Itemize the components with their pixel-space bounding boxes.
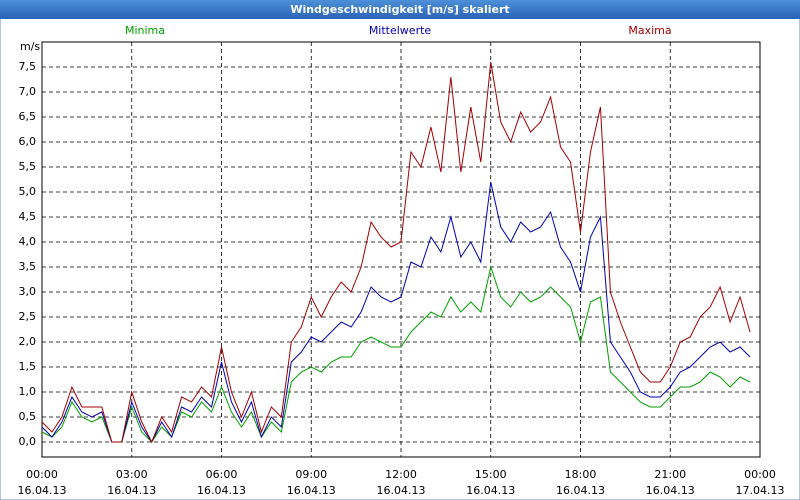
x-tick-label: 18:00 bbox=[565, 468, 597, 481]
legend-label: Minima bbox=[125, 24, 165, 37]
series-line bbox=[41, 61, 751, 444]
window-title: Windgeschwindigkeit [m/s] skaliert bbox=[290, 3, 509, 16]
x-tick-date: 16.04.13 bbox=[287, 484, 336, 497]
y-tick-label: 1,5 bbox=[19, 360, 37, 373]
y-tick-label: 7,0 bbox=[19, 85, 37, 98]
x-tick-label: 00:00 bbox=[26, 468, 58, 481]
y-tick-label: 7,5 bbox=[19, 60, 37, 73]
legend-label: Mittelwerte bbox=[369, 24, 432, 37]
y-tick-label: 0,0 bbox=[19, 435, 37, 448]
legend-label: Maxima bbox=[628, 24, 671, 37]
y-tick-label: 4,5 bbox=[19, 210, 37, 223]
y-unit: m/s bbox=[20, 40, 40, 53]
y-tick-label: 2,0 bbox=[19, 335, 37, 348]
x-tick-label: 15:00 bbox=[475, 468, 507, 481]
y-tick-label: 2,5 bbox=[19, 310, 37, 323]
x-tick-label: 06:00 bbox=[206, 468, 238, 481]
x-tick-date: 16.04.13 bbox=[466, 484, 515, 497]
y-tick-label: 3,0 bbox=[19, 285, 37, 298]
x-tick-date: 16.04.13 bbox=[377, 484, 426, 497]
x-tick-date: 16.04.13 bbox=[107, 484, 156, 497]
x-tick-label: 12:00 bbox=[385, 468, 417, 481]
x-tick-date: 16.04.13 bbox=[646, 484, 695, 497]
y-tick-label: 5,0 bbox=[19, 185, 37, 198]
x-tick-date: 16.04.13 bbox=[18, 484, 67, 497]
x-tick-label: 03:00 bbox=[116, 468, 148, 481]
x-tick-date: 16.04.13 bbox=[197, 484, 246, 497]
series-line bbox=[41, 181, 751, 443]
x-tick-date: 16.04.13 bbox=[556, 484, 605, 497]
y-tick-label: 3,5 bbox=[19, 260, 37, 273]
y-tick-label: 6,5 bbox=[19, 110, 37, 123]
y-tick-label: 6,0 bbox=[19, 135, 37, 148]
title-bar bbox=[0, 0, 800, 19]
y-tick-label: 1,0 bbox=[19, 385, 37, 398]
y-tick-label: 5,5 bbox=[19, 160, 37, 173]
x-tick-label: 09:00 bbox=[295, 468, 327, 481]
y-tick-label: 4,0 bbox=[19, 235, 37, 248]
y-tick-label: 0,5 bbox=[19, 410, 37, 423]
series-line bbox=[41, 265, 751, 443]
x-tick-date: 17.04.13 bbox=[736, 484, 785, 497]
x-tick-label: 00:00 bbox=[744, 468, 776, 481]
x-tick-label: 21:00 bbox=[654, 468, 686, 481]
plot-frame bbox=[41, 41, 761, 458]
